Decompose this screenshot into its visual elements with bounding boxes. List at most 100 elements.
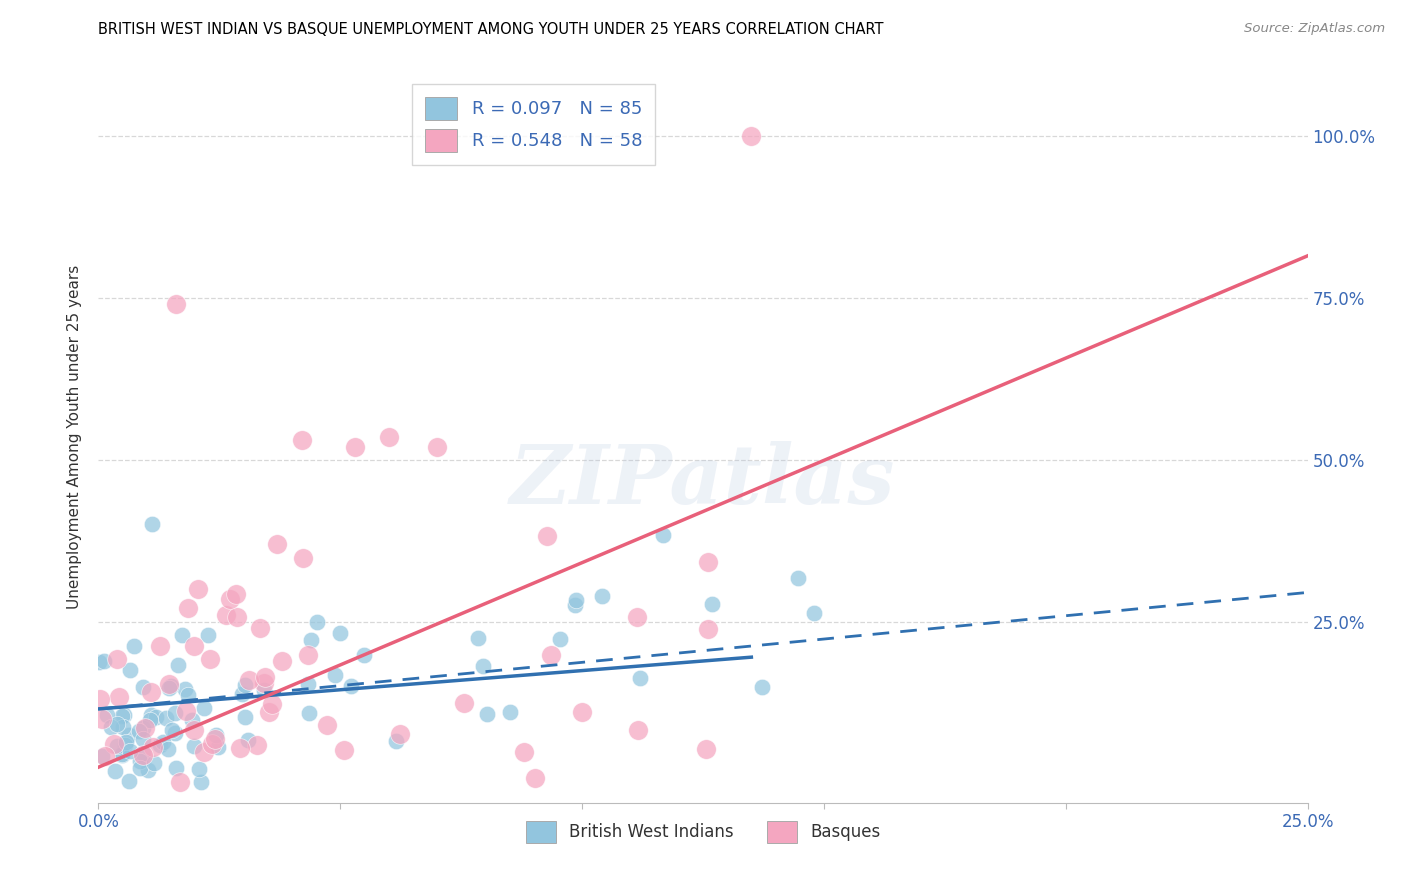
Point (90, 748, 112, 763)
Point (156, 742, 179, 756)
Point (157, 681, 180, 695)
Point (193, 745, 215, 759)
Point (93, 749, 115, 764)
Point (565, 592, 588, 607)
Point (540, 648, 562, 662)
Point (139, 713, 162, 727)
Point (132, 721, 155, 735)
Point (651, 528, 673, 542)
Point (513, 745, 536, 759)
Point (571, 706, 593, 720)
Point (142, 739, 165, 754)
Point (472, 659, 495, 673)
Point (339, 679, 361, 693)
Point (236, 733, 259, 747)
Point (89, 691, 111, 706)
Point (298, 706, 321, 720)
Point (453, 696, 475, 710)
Point (107, 739, 129, 754)
Point (103, 737, 125, 751)
Point (626, 723, 648, 738)
Point (177, 688, 200, 702)
Point (329, 626, 352, 640)
Point (112, 708, 135, 723)
Point (118, 744, 141, 758)
Point (787, 572, 810, 586)
Point (174, 704, 197, 718)
Point (214, 607, 236, 622)
Text: Source: ZipAtlas.com: Source: ZipAtlas.com (1244, 22, 1385, 36)
Point (110, 747, 132, 762)
Point (132, 747, 155, 762)
Point (96, 708, 118, 723)
Point (204, 731, 226, 746)
Point (152, 734, 174, 748)
Point (253, 670, 276, 684)
Point (548, 632, 571, 646)
Point (187, 582, 209, 596)
Point (249, 621, 271, 635)
Point (316, 718, 339, 732)
Point (165, 706, 187, 721)
Point (141, 517, 163, 532)
Point (297, 648, 319, 662)
Point (128, 724, 150, 739)
Point (225, 587, 247, 601)
Point (467, 631, 489, 645)
Point (149, 738, 172, 752)
Point (257, 706, 280, 720)
Point (190, 774, 212, 789)
Point (751, 680, 773, 694)
Point (426, 440, 449, 454)
Point (167, 657, 190, 672)
Point (231, 687, 253, 701)
Point (193, 701, 215, 715)
Point (160, 723, 183, 738)
Point (343, 440, 366, 454)
Point (174, 682, 197, 697)
Point (128, 761, 150, 775)
Point (697, 555, 720, 569)
Point (110, 748, 132, 763)
Point (626, 610, 648, 624)
Point (183, 739, 205, 753)
Point (105, 716, 128, 731)
Legend: British West Indians, Basques: British West Indians, Basques (519, 814, 887, 849)
Point (129, 754, 152, 768)
Point (389, 727, 412, 741)
Point (90, 712, 112, 726)
Point (628, 671, 651, 685)
Point (138, 763, 160, 777)
Point (159, 679, 181, 693)
Point (702, 597, 724, 611)
Point (307, 615, 329, 629)
Point (226, 610, 249, 624)
Point (740, 129, 762, 144)
Point (181, 713, 204, 727)
Point (197, 628, 219, 642)
Point (131, 731, 153, 746)
Point (475, 707, 498, 722)
Point (353, 648, 375, 662)
Point (177, 600, 200, 615)
Y-axis label: Unemployment Among Youth under 25 years: Unemployment Among Youth under 25 years (66, 265, 82, 609)
Point (290, 434, 312, 448)
Point (143, 756, 166, 771)
Point (165, 297, 187, 311)
Point (564, 598, 586, 612)
Point (170, 628, 193, 642)
Point (292, 551, 315, 566)
Point (325, 668, 347, 682)
Point (201, 737, 224, 751)
Point (169, 775, 191, 789)
Point (205, 728, 228, 742)
Point (155, 711, 177, 725)
Point (695, 741, 717, 756)
Text: ZIPatlas: ZIPatlas (510, 441, 896, 521)
Point (536, 528, 558, 542)
Point (333, 743, 356, 757)
Point (246, 738, 269, 752)
Point (803, 606, 825, 620)
Point (105, 652, 128, 666)
Point (183, 639, 205, 653)
